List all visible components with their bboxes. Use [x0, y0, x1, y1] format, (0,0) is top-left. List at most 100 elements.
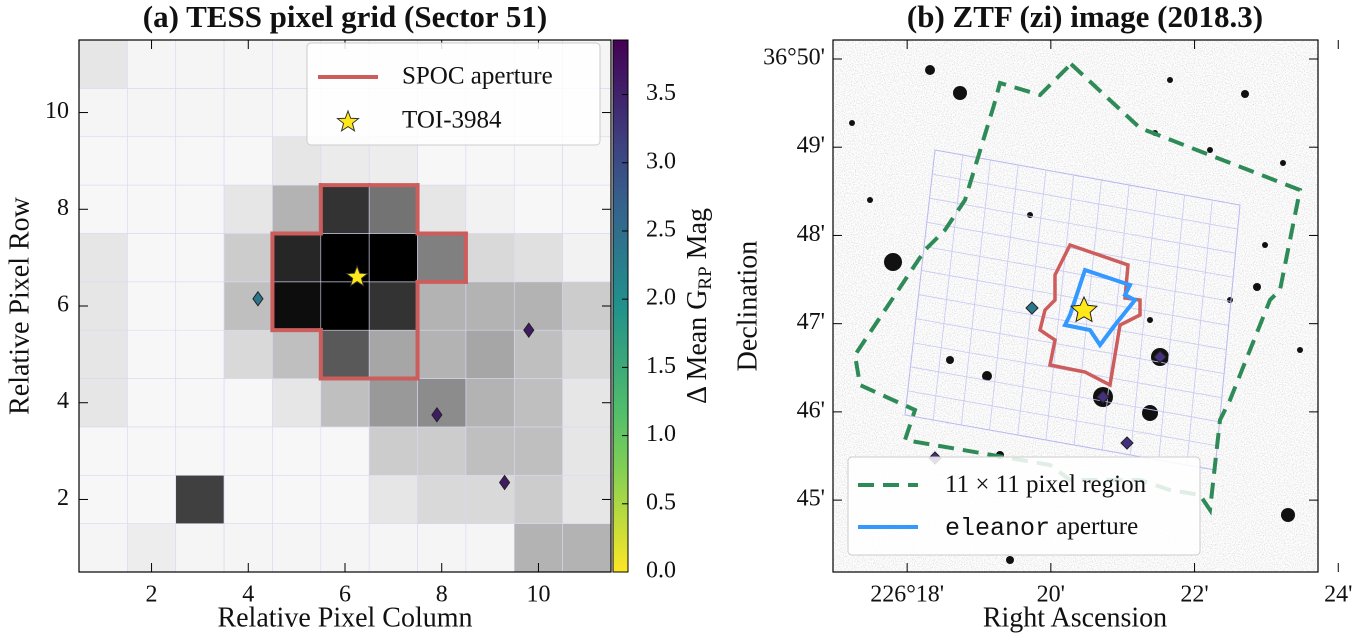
pixel [127, 137, 175, 185]
pixel [514, 427, 562, 475]
pixel [514, 475, 562, 523]
pixel [321, 185, 369, 233]
x-tick-label: 24' [1324, 582, 1352, 608]
pixel [272, 282, 320, 330]
pixel [466, 524, 514, 572]
colorbar-tick-label: 3.0 [646, 148, 676, 174]
pixel [127, 330, 175, 378]
pixel [127, 427, 175, 475]
pixel [418, 330, 466, 378]
pixel [369, 475, 417, 523]
y-tick-label: 2 [57, 485, 69, 511]
pixel [321, 379, 369, 427]
pixel [369, 233, 417, 281]
legend-label: TOI-3984 [402, 107, 502, 134]
x-tick-label: 22' [1180, 582, 1208, 608]
pixel [224, 282, 272, 330]
y-tick-label: 47' [797, 309, 825, 335]
pixel [176, 379, 224, 427]
pixel [224, 185, 272, 233]
pixel [176, 282, 224, 330]
colorbar [613, 40, 628, 572]
pixel [176, 427, 224, 475]
pixel [79, 427, 127, 475]
pixel [224, 379, 272, 427]
pixel [466, 282, 514, 330]
pixel [79, 330, 127, 378]
pixel [176, 330, 224, 378]
pixel [272, 524, 320, 572]
pixel [418, 379, 466, 427]
y-tick-label: 49' [797, 133, 825, 159]
pixel [176, 40, 224, 88]
colorbar-tick-label: 0.0 [646, 558, 676, 584]
pixel [79, 40, 127, 88]
pixel [176, 524, 224, 572]
colorbar-tick-label: 2.5 [646, 216, 676, 242]
pixel [272, 185, 320, 233]
pixel [418, 427, 466, 475]
chart-title: (b) ZTF (zi) image (2018.3) [907, 0, 1263, 34]
pixel [466, 379, 514, 427]
colorbar-tick-label: 0.5 [646, 489, 676, 515]
pixel [369, 524, 417, 572]
colorbar-tick-label: 2.0 [646, 285, 676, 311]
pixel [321, 330, 369, 378]
pixel [514, 233, 562, 281]
pixel [176, 137, 224, 185]
pixel [369, 379, 417, 427]
pixel [176, 185, 224, 233]
pixel [514, 282, 562, 330]
pixel [127, 185, 175, 233]
pixel [369, 330, 417, 378]
pixel [369, 185, 417, 233]
pixel [176, 475, 224, 523]
pixel [321, 475, 369, 523]
pixel [224, 330, 272, 378]
x-axis-label: Relative Pixel Column [217, 602, 472, 633]
y-tick-label: 4 [57, 388, 69, 414]
pixel [224, 475, 272, 523]
pixel [127, 233, 175, 281]
x-axis-label: Right Ascension [983, 602, 1167, 633]
pixel [272, 379, 320, 427]
legend-label: SPOC aperture [402, 63, 553, 90]
x-tick-label: 2 [146, 582, 158, 608]
pixel [514, 185, 562, 233]
pixel [563, 427, 611, 475]
legend-name-suffix: aperture [1050, 513, 1138, 540]
pixel [466, 427, 514, 475]
pixel [563, 233, 611, 281]
pixel [127, 88, 175, 136]
pixel [514, 330, 562, 378]
y-tick-label: 36°50' [763, 45, 825, 71]
pixel [466, 233, 514, 281]
pixel [224, 427, 272, 475]
pixel [79, 233, 127, 281]
pixel [79, 137, 127, 185]
pixel [224, 137, 272, 185]
pixel [272, 475, 320, 523]
legend-name: eleanor [945, 514, 1050, 543]
pixel [272, 233, 320, 281]
colorbar-tick-label: 3.5 [646, 80, 676, 106]
x-tick-label: 10 [526, 582, 550, 608]
pixel [418, 475, 466, 523]
pixel [176, 88, 224, 136]
pixel [127, 379, 175, 427]
pixel [466, 330, 514, 378]
colorbar-label-main: Δ Mean G [682, 290, 713, 404]
x-tick-label: 226°18' [870, 582, 944, 608]
y-tick-label: 48' [797, 221, 825, 247]
pixel [321, 282, 369, 330]
y-axis-label: Relative Pixel Row [4, 196, 35, 415]
pixel [369, 282, 417, 330]
y-tick-label: 46' [797, 397, 825, 423]
pixel [563, 524, 611, 572]
y-axis-label: Declination [732, 241, 763, 372]
pixel [514, 379, 562, 427]
pixel [79, 524, 127, 572]
pixel [272, 330, 320, 378]
legend-label: eleanor aperture [945, 513, 1138, 543]
pixel [127, 282, 175, 330]
